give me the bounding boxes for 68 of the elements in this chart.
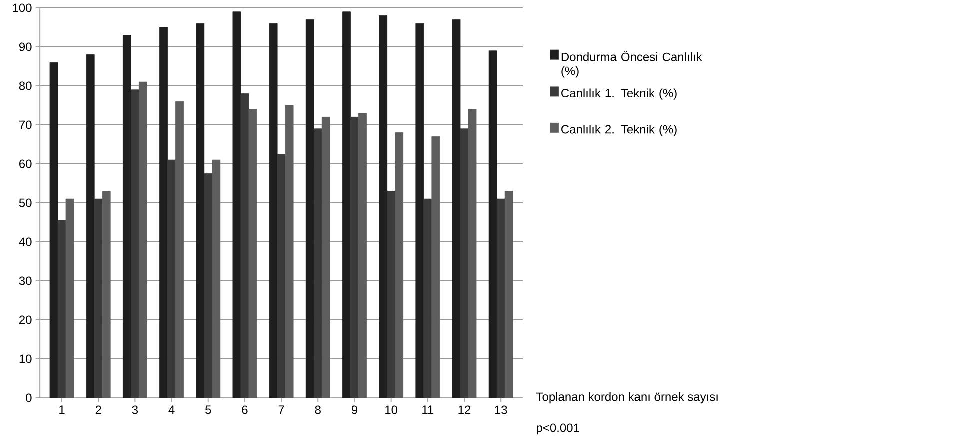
bar: [350, 117, 359, 398]
bar: [248, 109, 258, 398]
bar: [395, 132, 404, 398]
bar: [468, 109, 477, 398]
legend-label: Canlılık 1. Teknik (%): [562, 88, 677, 100]
x-tick-label: 1: [60, 406, 65, 414]
bar: [277, 154, 286, 398]
legend-label: Dondurma Öncesi Canlılık (%): [562, 51, 702, 78]
y-tick-label: 100: [13, 4, 32, 12]
bar: [452, 20, 461, 398]
bar: [379, 16, 388, 398]
bar: [94, 198, 103, 398]
x-tick-label: 4: [168, 406, 175, 414]
y-tick-label: 60: [20, 160, 32, 168]
bar: [196, 23, 205, 398]
bar: [66, 198, 74, 398]
x-tick-label: 13: [495, 406, 508, 414]
bar: [102, 191, 111, 398]
x-tick-label: 8: [315, 406, 321, 414]
bar: [138, 82, 148, 398]
bar: [130, 90, 140, 398]
text: p<0.001: [537, 424, 580, 435]
bar: [212, 160, 221, 398]
y-tick-label: 40: [19, 238, 32, 246]
y-tick-label: 90: [19, 42, 32, 52]
bar: [432, 136, 440, 398]
y-tick-label: 70: [20, 120, 32, 130]
bar: [322, 117, 330, 398]
bar: [240, 94, 250, 398]
bar: [176, 101, 184, 398]
bar: [86, 54, 95, 398]
bar: [504, 191, 514, 398]
y-tick-label: 80: [19, 82, 32, 90]
bar: [416, 23, 424, 398]
y-tick-label: 20: [20, 316, 32, 324]
x-tick-label: 5: [206, 406, 212, 414]
bar: [314, 128, 322, 398]
x-tick-label: 10: [386, 406, 398, 414]
x-tick-label: 6: [242, 406, 248, 414]
bar: [168, 160, 176, 398]
bar: [160, 27, 168, 398]
x-axis-title: Toplanan kordon kanı örnek sayısı: [536, 392, 718, 404]
bar: [387, 191, 396, 398]
bar: [232, 12, 242, 398]
x-tick-label: 2: [96, 406, 102, 414]
bar: [204, 174, 213, 398]
bar: [306, 20, 314, 398]
bar: [460, 128, 469, 398]
bar: [424, 198, 432, 398]
bar: [285, 105, 294, 398]
bar: [122, 35, 132, 398]
y-tick-label: 0: [26, 394, 32, 402]
bar: [488, 50, 498, 398]
bar: [358, 113, 367, 398]
x-tick-label: 9: [352, 406, 358, 414]
y-tick-label: 10: [20, 354, 32, 364]
bar: [269, 23, 278, 398]
x-tick-label: 7: [278, 406, 284, 414]
bar: [58, 220, 66, 398]
x-tick-label: 3: [132, 406, 138, 414]
bar: [342, 12, 351, 398]
legend-label: Canlılık 2. Teknik (%): [562, 124, 677, 136]
y-tick-label: 30: [19, 276, 32, 286]
bar: [496, 198, 506, 398]
x-tick-label: 12: [458, 406, 471, 414]
x-tick-label: 11: [422, 406, 434, 414]
bar: [50, 62, 58, 398]
y-tick-label: 50: [19, 198, 32, 208]
